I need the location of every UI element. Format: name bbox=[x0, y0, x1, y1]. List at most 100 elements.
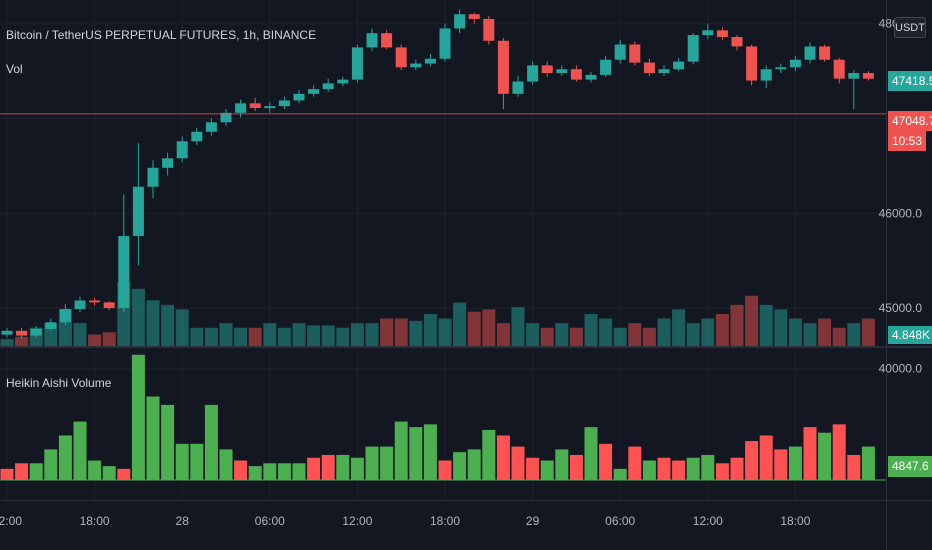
volume-bar bbox=[73, 323, 87, 346]
candle-body bbox=[497, 40, 509, 94]
candle-body bbox=[862, 72, 874, 79]
candle-body bbox=[366, 33, 378, 48]
indicator-bar bbox=[730, 457, 744, 480]
indicator-bar bbox=[29, 463, 43, 480]
indicator-bar bbox=[161, 404, 175, 480]
volume-bar bbox=[599, 318, 613, 346]
volume-pane-label[interactable]: Vol bbox=[6, 62, 23, 76]
candle-body bbox=[833, 59, 845, 79]
volume-bar bbox=[861, 318, 875, 346]
indicator-bar bbox=[774, 449, 788, 480]
indicator-pane-label[interactable]: Heikin Aishi Volume bbox=[6, 376, 112, 390]
candle-body bbox=[760, 69, 772, 81]
candle-body bbox=[702, 30, 714, 36]
candle-body bbox=[132, 186, 144, 237]
volume-bar bbox=[496, 323, 510, 346]
time-axis-label: 18:00 bbox=[780, 514, 810, 528]
candle-body bbox=[220, 112, 232, 123]
volume-bar bbox=[219, 323, 233, 346]
indicator-bar bbox=[861, 446, 875, 480]
volume-bar bbox=[672, 309, 686, 346]
indicator-bar bbox=[642, 460, 656, 480]
candle-body bbox=[600, 59, 612, 75]
volume-bar bbox=[482, 309, 496, 346]
indicator-bar bbox=[467, 449, 481, 480]
candle-body bbox=[439, 28, 451, 59]
volume-bar bbox=[774, 309, 788, 346]
indicator-bar bbox=[453, 452, 467, 480]
candle-body bbox=[731, 36, 743, 47]
volume-bar bbox=[788, 318, 802, 346]
time-axis-label: 12:00 bbox=[693, 514, 723, 528]
candle-body bbox=[205, 122, 217, 132]
volume-bar bbox=[628, 323, 642, 346]
indicator-bar bbox=[380, 446, 394, 480]
candle-body bbox=[1, 330, 13, 335]
volume-bar bbox=[584, 314, 598, 346]
candle-body bbox=[673, 61, 685, 70]
volume-bar bbox=[540, 327, 554, 346]
candle-body bbox=[541, 65, 553, 73]
indicator-bar bbox=[336, 454, 350, 480]
candle-body bbox=[59, 309, 71, 323]
indicator-bar bbox=[847, 454, 861, 480]
symbol-title[interactable]: Bitcoin / TetherUS PERPETUAL FUTURES, 1h… bbox=[6, 28, 317, 42]
volume-bar bbox=[818, 318, 832, 346]
indicator-bar bbox=[15, 463, 29, 480]
indicator-bar bbox=[759, 435, 773, 480]
volume-bar bbox=[423, 314, 437, 346]
indicator-bar bbox=[409, 427, 423, 480]
indicator-bar bbox=[788, 446, 802, 480]
volume-bar bbox=[277, 327, 291, 346]
time-axis-border bbox=[0, 500, 932, 501]
candle-body bbox=[643, 62, 655, 73]
indicator-bar bbox=[555, 449, 569, 480]
indicator-bar bbox=[321, 454, 335, 480]
volume-bar bbox=[131, 288, 145, 346]
volume-bar bbox=[15, 336, 29, 346]
volume-bar bbox=[701, 318, 715, 346]
time-axis-label: 29 bbox=[526, 514, 540, 528]
currency-button[interactable]: USDT bbox=[894, 17, 926, 38]
volume-bar bbox=[146, 300, 160, 346]
indicator-bar bbox=[307, 457, 321, 480]
candle-body bbox=[395, 47, 407, 68]
volume-bar bbox=[526, 323, 540, 346]
indicator-bar bbox=[394, 421, 408, 480]
indicator-bar bbox=[204, 404, 218, 480]
candle-body bbox=[16, 330, 28, 336]
candle-body bbox=[804, 46, 816, 60]
time-axis-label: 12:00 bbox=[0, 514, 22, 528]
candle-body bbox=[468, 14, 480, 19]
volume-bar bbox=[555, 323, 569, 346]
indicator-bar bbox=[628, 446, 642, 480]
candle-body bbox=[775, 67, 787, 70]
candle-body bbox=[746, 46, 758, 81]
volume-bar bbox=[161, 304, 175, 346]
price-tick-label: 45000.0 bbox=[879, 301, 923, 315]
candle-body bbox=[351, 47, 363, 80]
current-price-badge: 47418.5 bbox=[888, 71, 932, 91]
candle-body bbox=[147, 167, 159, 187]
indicator-bar bbox=[365, 446, 379, 480]
candle-body bbox=[235, 103, 247, 113]
volume-bar bbox=[248, 327, 262, 346]
indicator-bar bbox=[73, 421, 87, 480]
candle-body bbox=[381, 33, 393, 48]
candle-body bbox=[716, 30, 728, 37]
countdown-badge: 10:53 bbox=[888, 131, 927, 151]
indicator-bar bbox=[44, 449, 58, 480]
volume-bar bbox=[409, 320, 423, 346]
time-axis-label: 18:00 bbox=[430, 514, 460, 528]
indicator-bar bbox=[482, 429, 496, 480]
indicator-bar bbox=[102, 466, 116, 480]
indicator-bar bbox=[263, 463, 277, 480]
volume-bar bbox=[234, 327, 248, 346]
indicator-bar bbox=[511, 446, 525, 480]
volume-bar bbox=[380, 318, 394, 346]
candle-body bbox=[512, 81, 524, 94]
indicator-bar bbox=[701, 454, 715, 480]
indicator-bar bbox=[277, 463, 291, 480]
indicator-bar bbox=[175, 443, 189, 480]
